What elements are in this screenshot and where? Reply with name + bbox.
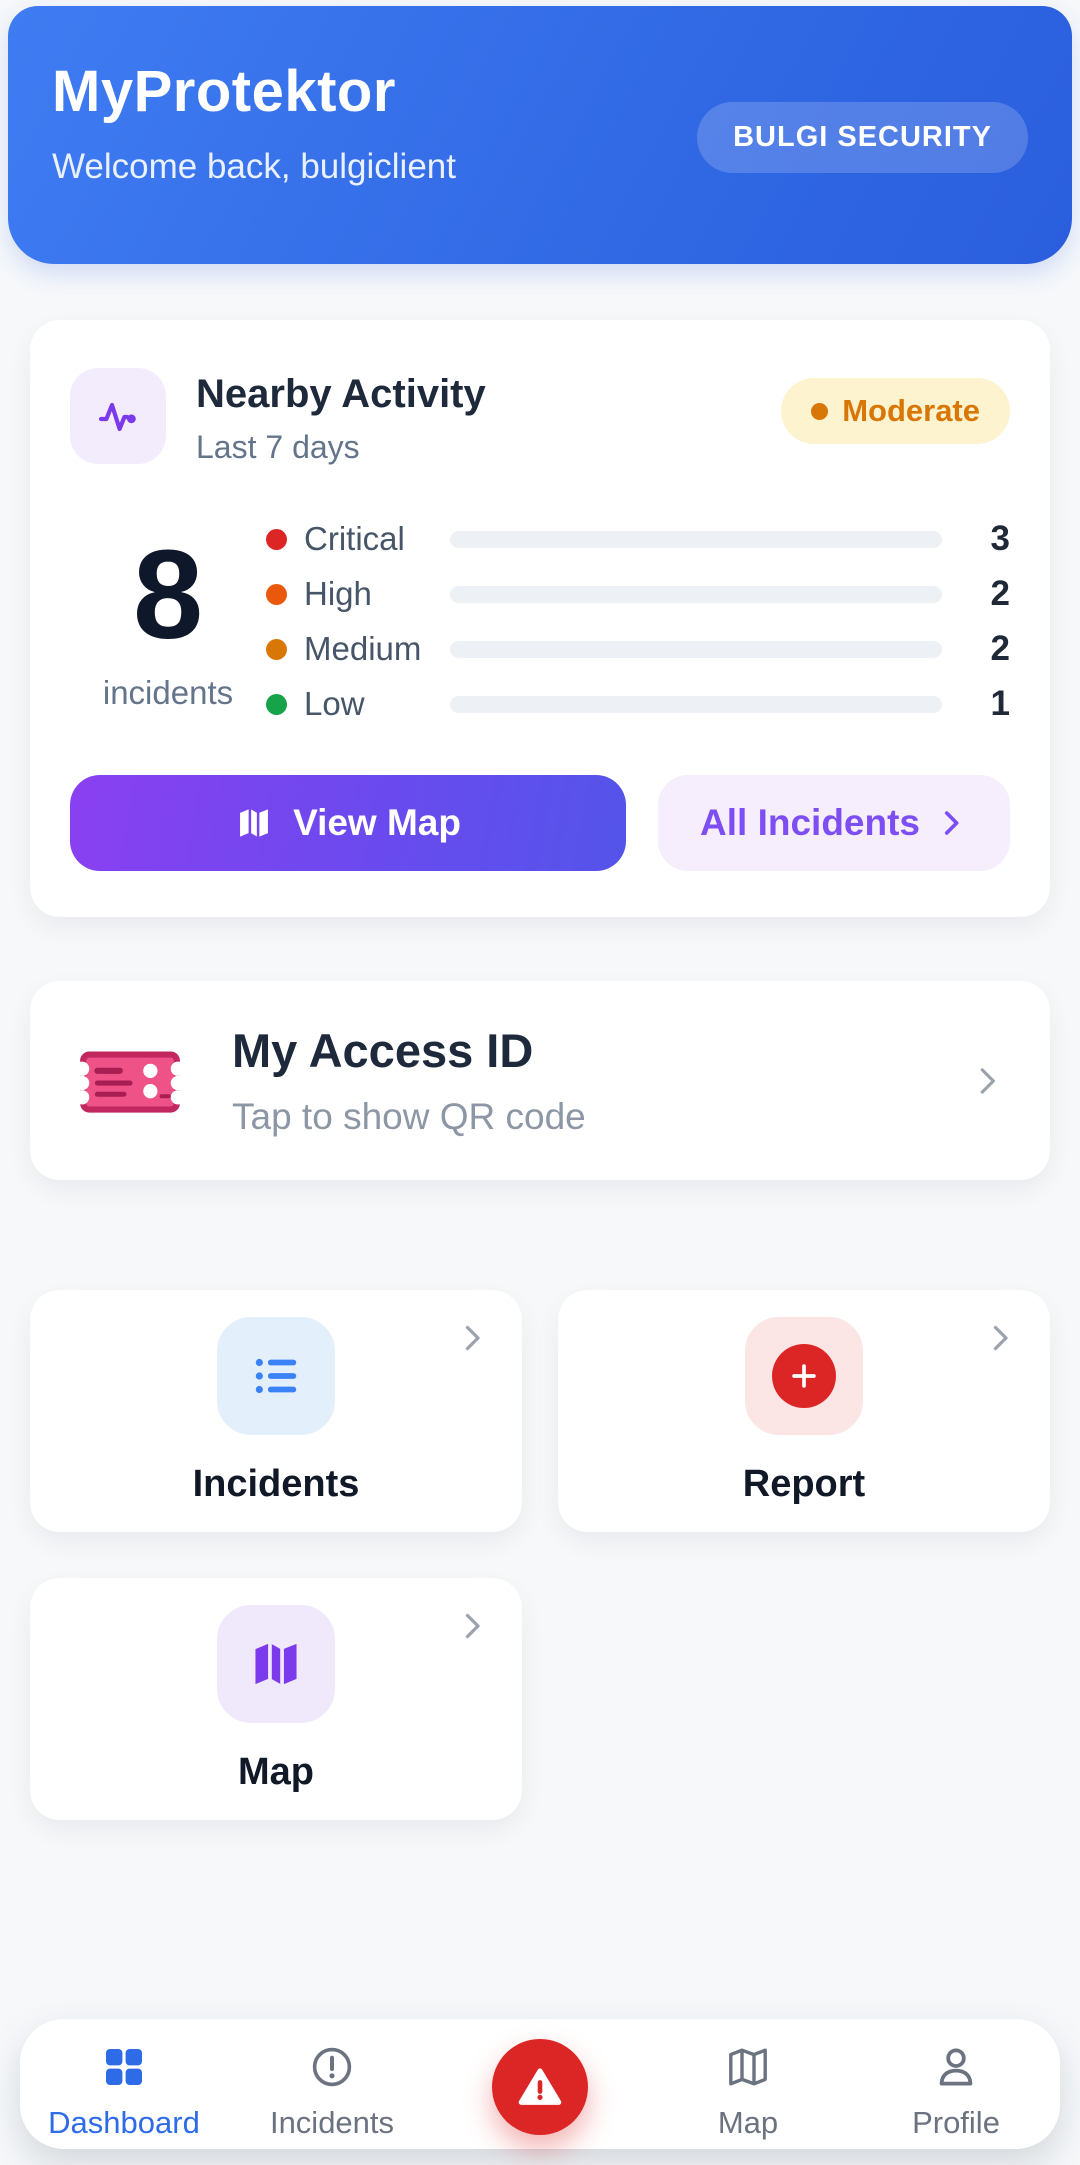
incident-total-number: 8 bbox=[132, 523, 204, 665]
pulse-icon bbox=[70, 368, 166, 464]
activity-period: Last 7 days bbox=[196, 429, 360, 465]
grid-icon bbox=[100, 2043, 148, 2091]
severity-count: 2 bbox=[990, 574, 1010, 613]
tile-label: Map bbox=[238, 1750, 314, 1793]
status-badge: Moderate bbox=[781, 378, 1010, 444]
activity-titles: Nearby Activity Last 7 days bbox=[196, 368, 781, 466]
access-id-card[interactable]: My Access ID Tap to show QR code bbox=[30, 981, 1050, 1180]
chevron-right-icon bbox=[982, 1320, 1018, 1356]
severity-count: 2 bbox=[990, 629, 1010, 668]
nav-label: Map bbox=[717, 2105, 779, 2140]
tile-report[interactable]: Report bbox=[558, 1290, 1050, 1532]
nav-item-map[interactable]: Map bbox=[644, 2043, 852, 2141]
user-icon bbox=[932, 2043, 980, 2091]
severity-bar-track bbox=[450, 640, 942, 658]
chevron-right-icon bbox=[454, 1608, 490, 1644]
severity-count: 1 bbox=[990, 684, 1010, 723]
app-header: MyProtektor Welcome back, bulgiclient BU… bbox=[8, 6, 1072, 264]
warning-triangle-icon bbox=[517, 2064, 563, 2110]
severity-label: High bbox=[304, 575, 372, 612]
activity-actions: View Map All Incidents bbox=[70, 775, 1010, 871]
severity-bar-track bbox=[450, 585, 942, 603]
severity-bar-track bbox=[450, 530, 942, 548]
chevron-right-icon bbox=[454, 1320, 490, 1356]
nearby-activity-card: Nearby Activity Last 7 days Moderate 8 i… bbox=[30, 320, 1050, 917]
low-dot-icon bbox=[266, 693, 287, 715]
all-incidents-button[interactable]: All Incidents bbox=[658, 775, 1010, 871]
severity-label: Medium bbox=[304, 630, 422, 667]
severity-row-high: High 2 bbox=[266, 574, 1010, 613]
plus-circle-icon bbox=[745, 1316, 863, 1435]
severity-label: Low bbox=[304, 685, 365, 722]
header-text-block: MyProtektor Welcome back, bulgiclient bbox=[52, 58, 456, 187]
map-outline-icon bbox=[724, 2043, 772, 2091]
map-icon bbox=[217, 1604, 335, 1723]
nav-item-incidents[interactable]: Incidents bbox=[228, 2043, 436, 2141]
sos-alert-button[interactable] bbox=[492, 2039, 588, 2135]
all-incidents-label: All Incidents bbox=[700, 802, 921, 843]
status-label: Moderate bbox=[842, 393, 980, 428]
nav-item-profile[interactable]: Profile bbox=[852, 2043, 1060, 2141]
access-title: My Access ID bbox=[232, 1024, 534, 1077]
alert-circle-icon bbox=[308, 2043, 356, 2091]
severity-row-low: Low 1 bbox=[266, 684, 1010, 723]
nav-label: Dashboard bbox=[48, 2105, 200, 2140]
nav-label: Incidents bbox=[269, 2105, 395, 2140]
tile-label: Incidents bbox=[192, 1462, 360, 1505]
severity-row-medium: Medium 2 bbox=[266, 629, 1010, 668]
activity-card-header: Nearby Activity Last 7 days Moderate bbox=[70, 368, 1010, 466]
critical-dot-icon bbox=[266, 528, 287, 550]
tile-label: Report bbox=[742, 1462, 866, 1505]
high-dot-icon bbox=[266, 583, 287, 605]
tile-map[interactable]: Map bbox=[30, 1578, 522, 1820]
severity-bar-track bbox=[450, 695, 942, 713]
company-badge: BULGI SECURITY bbox=[697, 102, 1028, 173]
status-dot-icon bbox=[811, 402, 829, 420]
severity-count: 3 bbox=[990, 519, 1010, 558]
quick-tiles-grid: Incidents Report bbox=[30, 1290, 1050, 1820]
access-texts: My Access ID Tap to show QR code bbox=[232, 1023, 948, 1138]
severity-breakdown: Critical 3 High 2 Medium 2 Low 1 bbox=[266, 519, 1010, 723]
welcome-message: Welcome back, bulgiclient bbox=[52, 147, 456, 186]
map-icon bbox=[235, 804, 273, 842]
nav-item-dashboard[interactable]: Dashboard bbox=[20, 2043, 228, 2141]
chevron-right-icon bbox=[968, 1062, 1006, 1100]
activity-stats: 8 incidents Critical 3 High 2 Medium 2 bbox=[70, 519, 1010, 723]
chevron-right-icon bbox=[934, 806, 968, 840]
access-subtitle: Tap to show QR code bbox=[232, 1096, 586, 1137]
nav-item-alert[interactable] bbox=[436, 2039, 644, 2135]
incident-total: 8 incidents bbox=[70, 523, 266, 712]
tile-incidents[interactable]: Incidents bbox=[30, 1290, 522, 1532]
nav-label: Profile bbox=[912, 2105, 1000, 2140]
bottom-navigation: Dashboard Incidents bbox=[20, 2019, 1060, 2149]
activity-title: Nearby Activity bbox=[196, 372, 486, 416]
medium-dot-icon bbox=[266, 638, 287, 660]
app-title: MyProtektor bbox=[52, 59, 396, 124]
severity-row-critical: Critical 3 bbox=[266, 519, 1010, 558]
view-map-label: View Map bbox=[293, 802, 461, 843]
ticket-icon bbox=[74, 1037, 186, 1125]
incident-total-label: incidents bbox=[102, 673, 234, 711]
view-map-button[interactable]: View Map bbox=[70, 775, 627, 871]
severity-label: Critical bbox=[304, 520, 405, 557]
list-icon bbox=[217, 1316, 335, 1435]
